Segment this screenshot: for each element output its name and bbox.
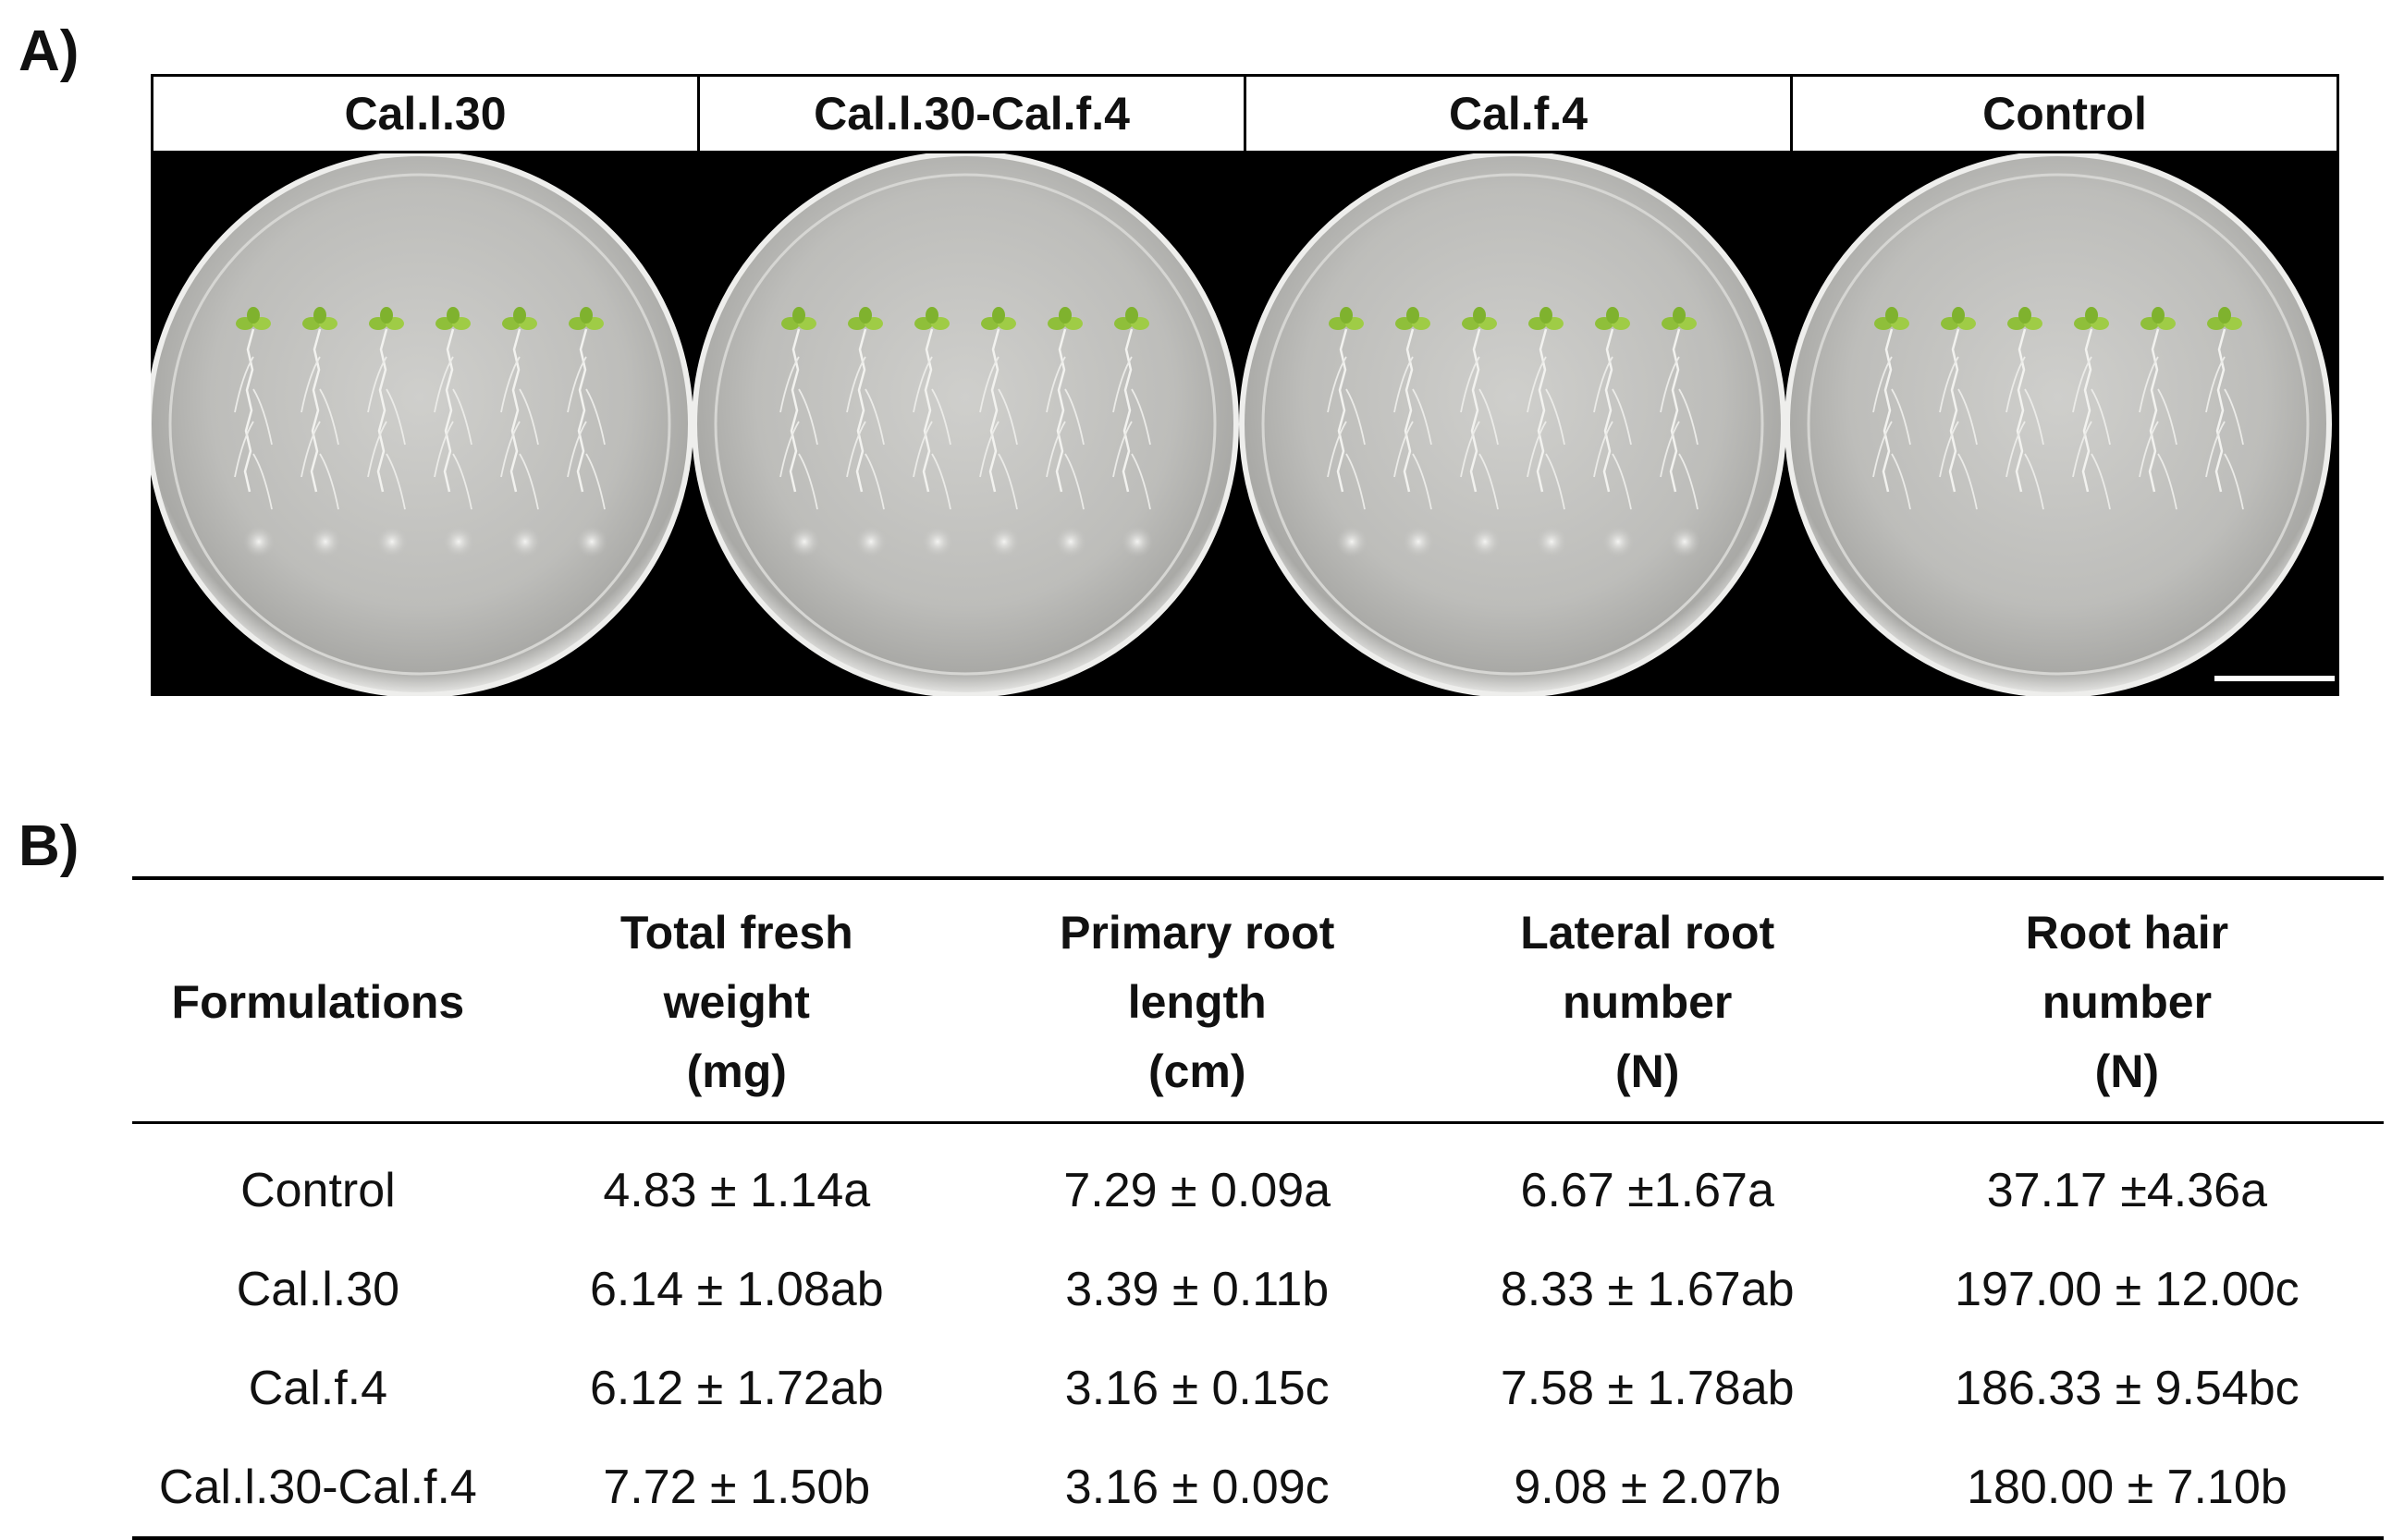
seedling	[1112, 307, 1153, 557]
seedling	[2205, 307, 2244, 510]
cell-lateral-root: 6.67 ±1.67a	[1520, 1163, 1774, 1217]
seedling	[779, 307, 820, 557]
cell-fresh-weight: 4.83 ± 1.14a	[603, 1163, 871, 1217]
petri-dish-illustration	[151, 153, 2335, 696]
seedling	[300, 307, 341, 557]
table-row: Control 4.83 ± 1.14a 7.29 ± 0.09a 6.67 ±…	[132, 1123, 2384, 1241]
cell-root-hair: 180.00 ± 7.10b	[1967, 1460, 2287, 1514]
petri-dish	[1239, 153, 1786, 696]
seedling	[2005, 307, 2044, 510]
seedling	[1046, 307, 1086, 557]
cell-lateral-root: 8.33 ± 1.67ab	[1500, 1262, 1795, 1316]
cell-primary-root: 3.16 ± 0.15c	[1064, 1361, 1330, 1415]
cell-formulation: Cal.l.30	[236, 1262, 400, 1316]
results-table-wrapper: Formulations Total fresh weight (mg) Pri…	[132, 876, 2384, 1540]
seedling	[1593, 307, 1634, 557]
results-table: Formulations Total fresh weight (mg) Pri…	[132, 876, 2384, 1540]
cell-primary-root: 3.16 ± 0.09c	[1064, 1460, 1330, 1514]
seedling	[1460, 307, 1501, 557]
cell-fresh-weight: 6.14 ± 1.08ab	[589, 1262, 884, 1316]
seedling	[2139, 307, 2177, 510]
petri-dish-photo	[151, 153, 2339, 696]
scale-bar	[2214, 676, 2335, 681]
seedling	[979, 307, 1020, 557]
seedling	[1393, 307, 1434, 557]
panel-b-label: B)	[18, 814, 80, 878]
seedling	[1660, 307, 1700, 557]
seedling	[1939, 307, 1978, 510]
seedling	[846, 307, 887, 557]
table-row: Cal.f.4 6.12 ± 1.72ab 3.16 ± 0.15c 7.58 …	[132, 1338, 2384, 1437]
cell-root-hair: 197.00 ± 12.00c	[1955, 1262, 2300, 1316]
seedling	[1872, 307, 1911, 510]
plate-header-cal-f-4: Cal.f.4	[1246, 77, 1793, 151]
plate-header-control: Control	[1982, 88, 2147, 140]
petri-dish	[1785, 153, 2332, 696]
header-total-fresh-weight: Total fresh weight (mg)	[619, 907, 853, 1097]
cell-formulation: Control	[240, 1163, 396, 1217]
seedling	[434, 307, 474, 557]
seedling	[367, 307, 408, 557]
panel-a-label: A)	[18, 19, 80, 83]
cell-root-hair: 37.17 ±4.36a	[1986, 1163, 2268, 1217]
petri-dish	[151, 153, 693, 696]
seedling	[1527, 307, 1567, 557]
plate-header-cal-l-30-cal-f-4: Cal.l.30-Cal.f.4	[700, 77, 1246, 151]
cell-lateral-root: 7.58 ± 1.78ab	[1500, 1361, 1795, 1415]
table-row: Cal.l.30-Cal.f.4 7.72 ± 1.50b 3.16 ± 0.0…	[132, 1437, 2384, 1538]
header-root-hair-number: Root hair number (N)	[2025, 907, 2229, 1097]
seedling	[500, 307, 541, 557]
seedling	[913, 307, 953, 557]
header-primary-root-length: Primary root length (cm)	[1060, 907, 1335, 1097]
petri-dish	[692, 153, 1239, 696]
cell-fresh-weight: 6.12 ± 1.72ab	[589, 1361, 884, 1415]
cell-formulation: Cal.f.4	[248, 1361, 388, 1415]
plate-header-row: Cal.l.30 Cal.l.30-Cal.f.4 Cal.f.4 Contro…	[151, 74, 2339, 153]
cell-root-hair: 186.33 ± 9.54bc	[1955, 1361, 2300, 1415]
plate-header-cal-l-30: Cal.l.30	[153, 77, 700, 151]
cell-formulation: Cal.l.30-Cal.f.4	[158, 1460, 477, 1514]
cell-primary-root: 7.29 ± 0.09a	[1063, 1163, 1331, 1217]
cell-primary-root: 3.39 ± 0.11b	[1065, 1262, 1330, 1316]
seedling	[234, 307, 275, 557]
seedling	[2072, 307, 2111, 510]
seedling	[567, 307, 607, 557]
seedling	[1327, 307, 1368, 557]
table-header-row: Formulations Total fresh weight (mg) Pri…	[132, 878, 2384, 1123]
table-row: Cal.l.30 6.14 ± 1.08ab 3.39 ± 0.11b 8.33…	[132, 1240, 2384, 1338]
header-formulations: Formulations	[171, 976, 465, 1028]
header-lateral-root-number: Lateral root number (N)	[1520, 907, 1775, 1097]
cell-lateral-root: 9.08 ± 2.07b	[1514, 1460, 1782, 1514]
cell-fresh-weight: 7.72 ± 1.50b	[603, 1460, 871, 1514]
